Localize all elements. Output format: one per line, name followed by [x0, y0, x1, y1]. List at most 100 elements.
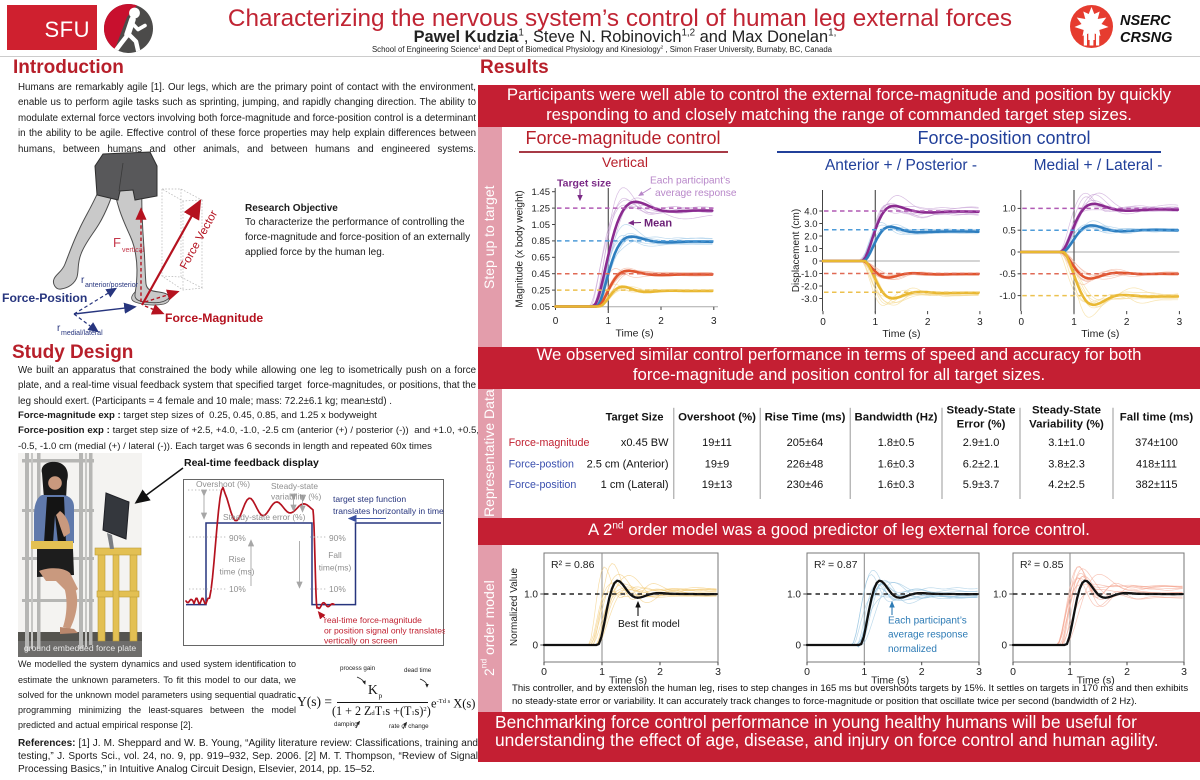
- svg-text:Time (s): Time (s): [616, 328, 654, 340]
- svg-text:2: 2: [657, 666, 663, 678]
- svg-text:0.65: 0.65: [532, 253, 551, 264]
- svg-text:Target Size: Target Size: [606, 412, 664, 424]
- svg-text:230±46: 230±46: [787, 479, 824, 491]
- svg-text:1: 1: [1067, 666, 1073, 678]
- svg-text:Force-Magnitude: Force-Magnitude: [165, 311, 263, 325]
- svg-text:0.05: 0.05: [532, 302, 551, 313]
- svg-text:1.6±0.3: 1.6±0.3: [878, 479, 915, 491]
- svg-text:1.0: 1.0: [804, 244, 817, 255]
- svg-text:3: 3: [976, 666, 982, 678]
- svg-text:1: 1: [599, 666, 605, 678]
- svg-text:2: 2: [925, 317, 931, 328]
- svg-text:90%: 90%: [329, 533, 346, 543]
- svg-text:0: 0: [795, 640, 801, 651]
- svg-text:medial/lateral: medial/lateral: [61, 330, 103, 337]
- svg-text:Overshoot (%): Overshoot (%): [678, 412, 756, 424]
- svg-text:Steady-State: Steady-State: [946, 405, 1015, 417]
- svg-text:Time (s): Time (s): [882, 328, 920, 340]
- svg-text:2: 2: [1124, 317, 1130, 328]
- svg-text:19±11: 19±11: [702, 437, 732, 449]
- svg-text:Force Vector: Force Vector: [178, 208, 220, 271]
- svg-text:Normalized Value: Normalized Value: [509, 567, 520, 646]
- svg-text:Displacement (cm): Displacement (cm): [791, 209, 802, 292]
- svg-text:19±9: 19±9: [705, 459, 729, 471]
- svg-text:r: r: [57, 323, 61, 334]
- svg-text:or position signal only transl: or position signal only translates: [324, 626, 445, 636]
- svg-text:0: 0: [532, 640, 538, 651]
- svg-text:10%: 10%: [229, 584, 246, 594]
- svg-text:-1.0: -1.0: [999, 291, 1015, 302]
- svg-text:226±48: 226±48: [787, 459, 824, 471]
- svg-text:1: 1: [873, 317, 879, 328]
- svg-text:Force-Position: Force-Position: [2, 291, 87, 305]
- svg-text:Time (s): Time (s): [1077, 675, 1115, 687]
- svg-text:3: 3: [1177, 317, 1183, 328]
- svg-text:5.9±3.7: 5.9±3.7: [963, 479, 1000, 491]
- svg-text:vertical: vertical: [122, 247, 145, 254]
- svg-text:F: F: [113, 235, 121, 250]
- svg-text:2.0: 2.0: [804, 231, 817, 242]
- svg-text:1.6±0.3: 1.6±0.3: [878, 459, 915, 471]
- svg-text:R² = 0.86: R² = 0.86: [551, 559, 595, 571]
- svg-text:2: 2: [658, 316, 664, 327]
- svg-text:Bandwidth (Hz): Bandwidth (Hz): [855, 412, 938, 424]
- svg-text:Rise Time (ms): Rise Time (ms): [765, 412, 846, 424]
- svg-text:Time (s): Time (s): [609, 675, 647, 687]
- svg-text:4.2±2.5: 4.2±2.5: [1048, 479, 1085, 491]
- svg-text:3: 3: [977, 317, 983, 328]
- svg-text:time (ms): time (ms): [220, 567, 255, 577]
- svg-text:Magnitude (x body weight): Magnitude (x body weight): [515, 190, 526, 307]
- svg-text:average response: average response: [888, 630, 968, 641]
- svg-text:4.0: 4.0: [804, 206, 817, 217]
- svg-text:r: r: [81, 275, 85, 286]
- svg-text:Time (s): Time (s): [1081, 328, 1119, 340]
- svg-text:Time (s): Time (s): [871, 675, 909, 687]
- svg-text:Best fit model: Best fit model: [618, 619, 680, 630]
- svg-text:1.05: 1.05: [532, 220, 551, 231]
- svg-text:0.85: 0.85: [532, 236, 551, 247]
- svg-text:NSERC: NSERC: [1120, 13, 1171, 29]
- svg-text:3.8±2.3: 3.8±2.3: [1048, 459, 1085, 471]
- svg-text:-1.0: -1.0: [801, 269, 817, 280]
- svg-text:0: 0: [1010, 666, 1016, 678]
- svg-text:2: 2: [1124, 666, 1130, 678]
- svg-text:Target size: Target size: [557, 178, 611, 190]
- svg-text:R² = 0.85: R² = 0.85: [1020, 559, 1064, 571]
- svg-text:ground embedded force plate: ground embedded force plate: [24, 643, 136, 653]
- svg-text:19±13: 19±13: [702, 479, 733, 491]
- svg-text:90%: 90%: [229, 533, 246, 543]
- svg-text:0: 0: [812, 256, 817, 267]
- svg-text:1.0: 1.0: [1003, 204, 1016, 215]
- svg-text:Steady-state error (%): Steady-state error (%): [223, 512, 306, 522]
- svg-text:374±100: 374±100: [1135, 437, 1178, 449]
- svg-text:1.0: 1.0: [993, 589, 1007, 600]
- svg-text:6.2±2.1: 6.2±2.1: [963, 459, 1000, 471]
- svg-text:Steady-State: Steady-State: [1032, 405, 1101, 417]
- svg-text:CRSNG: CRSNG: [1120, 30, 1172, 46]
- svg-text:Fall time (ms): Fall time (ms): [1120, 412, 1194, 424]
- svg-text:3.0: 3.0: [804, 219, 817, 230]
- svg-text:205±64: 205±64: [787, 437, 824, 449]
- svg-text:Each participant’s: Each participant’s: [650, 176, 730, 187]
- svg-text:382±115: 382±115: [1136, 479, 1178, 491]
- svg-text:Force-position: Force-position: [509, 479, 577, 491]
- svg-text:target step function: target step function: [333, 494, 406, 504]
- svg-text:1.8±0.5: 1.8±0.5: [878, 437, 915, 449]
- svg-text:0: 0: [553, 316, 559, 327]
- svg-text:0.45: 0.45: [532, 269, 551, 280]
- svg-text:0: 0: [1019, 317, 1025, 328]
- svg-text:Fall: Fall: [328, 550, 342, 560]
- svg-text:0: 0: [541, 666, 547, 678]
- svg-text:x0.45 BW: x0.45 BW: [621, 437, 669, 449]
- svg-text:Force-magnitude: Force-magnitude: [509, 437, 590, 449]
- svg-text:1: 1: [1071, 317, 1077, 328]
- svg-text:2.5 cm (Anterior): 2.5 cm (Anterior): [587, 459, 669, 471]
- svg-text:Steady-state: Steady-state: [271, 481, 318, 491]
- svg-text:Force-postion: Force-postion: [509, 459, 574, 471]
- svg-text:2: 2: [919, 666, 925, 678]
- svg-text:1: 1: [605, 316, 611, 327]
- svg-text:Rise: Rise: [229, 554, 246, 564]
- svg-text:0: 0: [1011, 247, 1016, 258]
- svg-text:Mean: Mean: [644, 218, 672, 230]
- svg-text:3: 3: [1181, 666, 1187, 678]
